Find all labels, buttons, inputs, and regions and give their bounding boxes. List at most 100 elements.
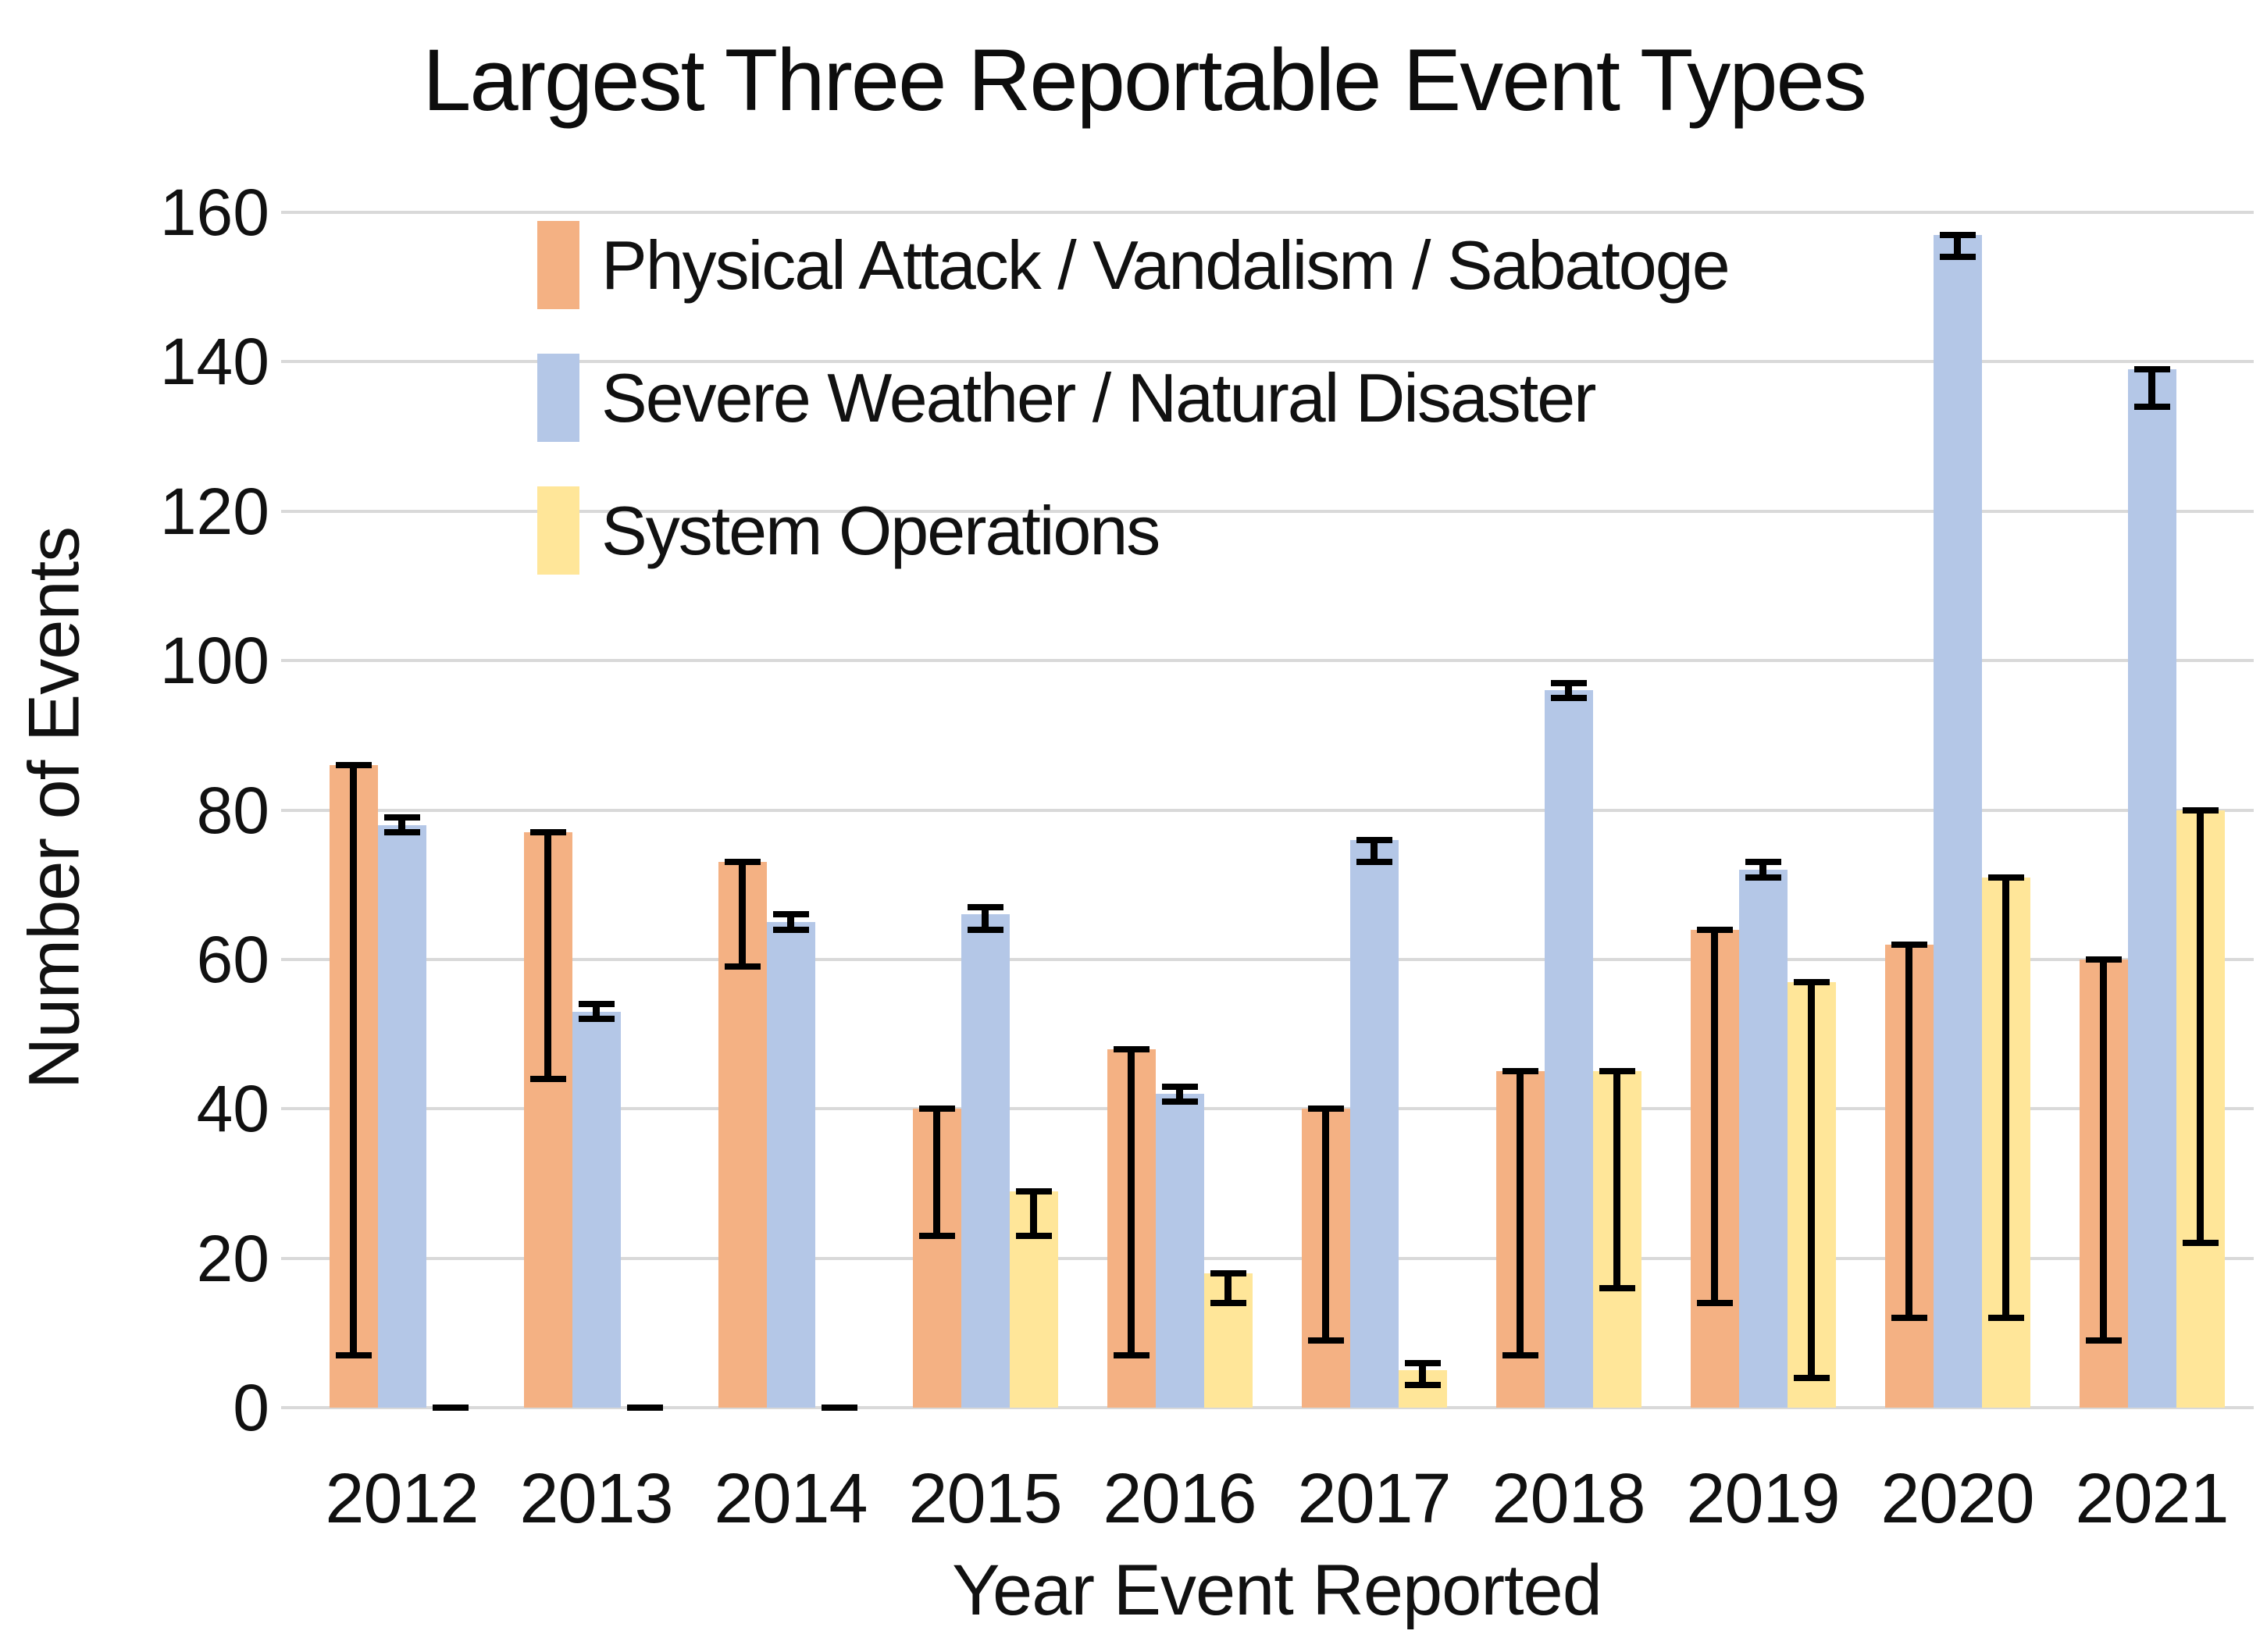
legend: Physical Attack / Vandalism / Sabatoge Se…	[537, 221, 1731, 619]
legend-swatch-icon	[537, 354, 579, 442]
bar-2012-series2	[377, 824, 426, 1408]
error-bar-cap	[1987, 874, 2024, 881]
error-bar-cap	[1939, 231, 1976, 238]
chart-title: Largest Three Reportable Event Types	[422, 31, 1867, 129]
error-bar	[1224, 1273, 1232, 1304]
x-tick-label-2013: 2013	[519, 1460, 673, 1538]
legend-item-1: Physical Attack / Vandalism / Sabatoge	[537, 221, 1731, 309]
legend-swatch-icon	[537, 221, 579, 309]
error-bar-cap	[1015, 1187, 1052, 1194]
y-tick-label: 0	[233, 1371, 269, 1444]
error-bar-cap	[1307, 1337, 1344, 1344]
bar-2019-series2	[1738, 870, 1788, 1408]
gridline-y120	[281, 509, 2254, 513]
gridline-y80	[281, 808, 2254, 812]
error-bar-cap	[918, 1105, 955, 1113]
y-tick-label: 100	[159, 624, 269, 698]
error-bar-cap	[1745, 874, 1781, 881]
y-tick-label: 140	[159, 325, 269, 399]
error-bar	[2148, 368, 2155, 407]
error-bar	[2002, 877, 2009, 1319]
error-bar-cap	[2085, 956, 2122, 963]
error-bar-cap	[1113, 1045, 1150, 1052]
error-bar	[787, 914, 794, 930]
x-tick-label-2012: 2012	[325, 1460, 479, 1538]
y-tick-label: 60	[196, 922, 269, 996]
error-bar	[1954, 234, 1961, 258]
error-bar-cap	[335, 762, 372, 769]
y-tick-label: 160	[159, 176, 269, 249]
error-bar-cap	[1891, 941, 1927, 948]
error-bar-cap	[724, 859, 761, 866]
gridline-y60	[281, 957, 2254, 961]
bar-2015-series2	[961, 914, 1010, 1408]
legend-item-3: System Operations	[537, 486, 1729, 575]
x-tick-label-2020: 2020	[1880, 1460, 2034, 1538]
error-bar-cap	[1550, 679, 1587, 686]
error-bar-cap	[1793, 978, 1830, 985]
error-bar	[1371, 839, 1378, 863]
error-bar-cap	[1599, 1284, 1635, 1291]
legend-item-2: Severe Weather / Natural Disaster	[537, 354, 1729, 442]
error-bar-cap	[335, 1352, 372, 1359]
x-tick-label-2017: 2017	[1297, 1460, 1451, 1538]
error-bar-cap	[578, 1001, 615, 1008]
error-bar-cap	[383, 829, 420, 836]
error-bar	[1759, 862, 1766, 878]
gridline-y20	[281, 1256, 2254, 1260]
error-bar-cap	[772, 926, 809, 933]
error-bar-cap	[918, 1232, 955, 1239]
error-bar-cap	[1696, 1300, 1733, 1307]
error-bar-cap	[967, 903, 1003, 910]
error-bar-cap	[772, 911, 809, 918]
error-bar-cap	[2085, 1337, 2122, 1344]
error-bar-cap	[1987, 1315, 2024, 1322]
error-bar-cap	[1745, 859, 1781, 866]
error-bar	[1176, 1086, 1183, 1102]
bar-2013-series2	[572, 1011, 621, 1408]
error-bar-cap	[1404, 1359, 1441, 1366]
error-bar-cap	[1113, 1352, 1150, 1359]
error-bar-cap	[724, 963, 761, 970]
error-bar-cap	[1502, 1068, 1538, 1075]
bar-2021-series2	[2127, 368, 2176, 1408]
error-bar-cap	[1356, 859, 1392, 866]
error-bar	[1322, 1109, 1329, 1340]
error-bar-cap	[383, 814, 420, 821]
x-tick-label-2015: 2015	[908, 1460, 1062, 1538]
x-axis-title: Year Event Reported	[952, 1551, 1602, 1630]
error-bar-cap	[821, 1405, 857, 1411]
bar-2020-series2	[1933, 234, 1982, 1408]
error-bar	[1565, 682, 1572, 698]
error-bar-cap	[1550, 694, 1587, 701]
error-bar	[1128, 1049, 1135, 1355]
error-bar	[1905, 944, 1912, 1319]
error-bar-cap	[1161, 1098, 1198, 1105]
gridline-y140	[281, 360, 2254, 364]
legend-swatch-icon	[537, 486, 579, 575]
legend-label: System Operations	[601, 491, 1160, 569]
y-tick-label: 40	[196, 1072, 269, 1146]
error-bar-cap	[1599, 1068, 1635, 1075]
x-tick-label-2016: 2016	[1103, 1460, 1256, 1538]
error-bar-cap	[2133, 403, 2170, 410]
y-tick-label: 20	[196, 1221, 269, 1295]
error-bar-cap	[1356, 836, 1392, 843]
error-bar	[1613, 1071, 1620, 1288]
error-bar-cap	[529, 829, 566, 836]
error-bar-cap	[967, 926, 1003, 933]
error-bar	[933, 1109, 940, 1236]
error-bar	[739, 862, 746, 967]
error-bar	[398, 817, 405, 833]
error-bar-cap	[1404, 1382, 1441, 1389]
error-bar	[1808, 981, 1815, 1378]
error-bar-cap	[1891, 1315, 1927, 1322]
legend-label: Physical Attack / Vandalism / Sabatoge	[601, 226, 1731, 304]
error-bar	[2100, 959, 2107, 1340]
error-bar	[1711, 929, 1718, 1304]
bar-2014-series2	[766, 922, 815, 1408]
error-bar	[1517, 1071, 1524, 1356]
error-bar-cap	[529, 1075, 566, 1082]
